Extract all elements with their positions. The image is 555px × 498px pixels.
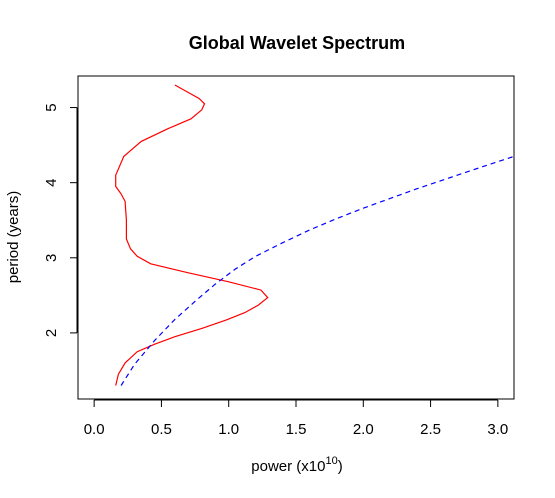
y-tick-label: 2 — [43, 329, 60, 337]
series-layer — [115, 84, 514, 386]
y-axis-label: period (years) — [5, 191, 22, 284]
x-tick-label: 0.0 — [84, 421, 105, 438]
chart-title: Global Wavelet Spectrum — [189, 33, 405, 53]
series-line-2 — [120, 155, 514, 386]
x-tick-label: 2.0 — [353, 421, 374, 438]
x-axis-label-main: power (x10 — [251, 458, 325, 475]
x-tick-label: 3.0 — [487, 421, 508, 438]
x-tick-label: 1.5 — [286, 421, 307, 438]
x-axis-label-close: ) — [338, 458, 343, 475]
series-line-1 — [115, 84, 269, 386]
x-tick-label: 0.5 — [151, 421, 172, 438]
y-tick-label: 4 — [43, 178, 60, 186]
y-tick-label: 3 — [43, 254, 60, 262]
plot-frame — [77, 75, 515, 400]
x-tick-label: 2.5 — [420, 421, 441, 438]
x-tick-label: 1.0 — [218, 421, 239, 438]
y-axis: 2 3 4 5 — [43, 103, 78, 337]
y-tick-label: 5 — [43, 103, 60, 111]
x-axis-label-exponent: 10 — [325, 455, 337, 467]
x-axis: 0.0 0.5 1.0 1.5 2.0 2.5 3.0 — [84, 399, 508, 438]
x-axis-label: power (x1010) — [251, 455, 342, 475]
